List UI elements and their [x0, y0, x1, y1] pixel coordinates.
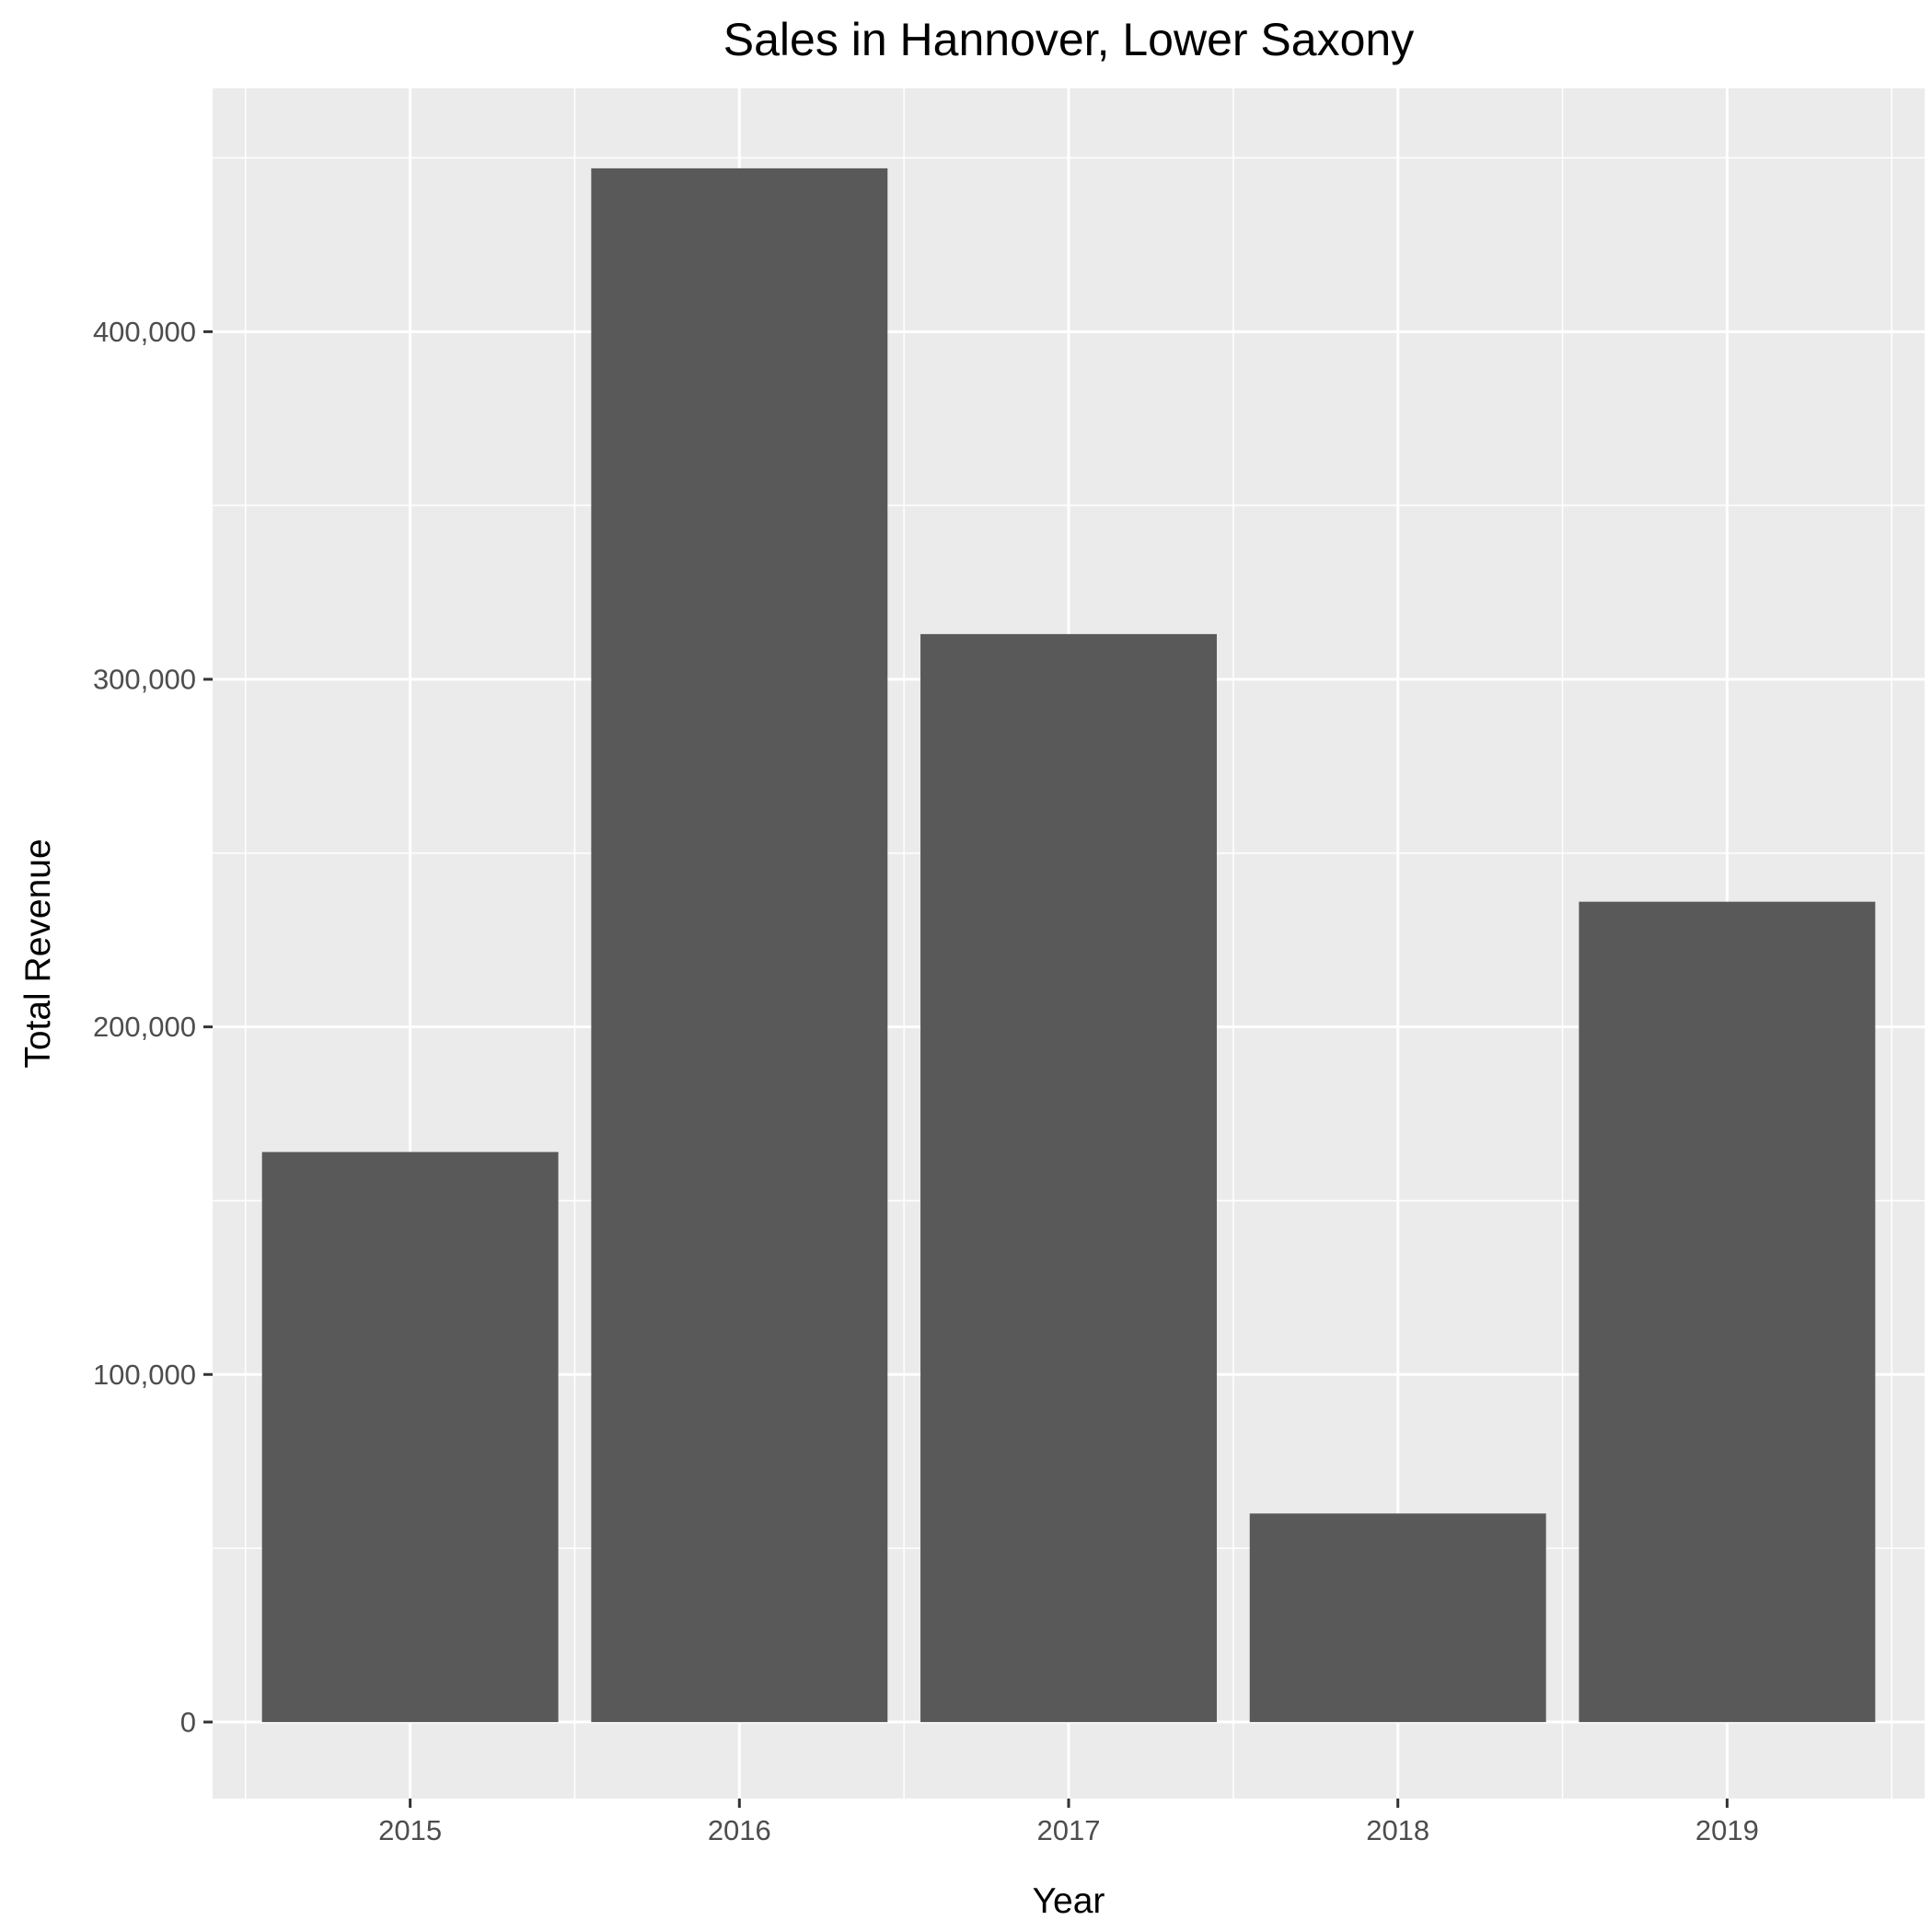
x-tick-label: 2019	[1695, 1814, 1759, 1846]
y-tick-label: 400,000	[93, 316, 196, 348]
y-tick-label: 0	[180, 1706, 196, 1738]
y-tick-label: 200,000	[93, 1011, 196, 1043]
y-tick-label: 100,000	[93, 1359, 196, 1391]
chart-title: Sales in Hannover, Lower Saxony	[723, 14, 1414, 65]
bar-2016	[591, 168, 888, 1722]
x-axis-title: Year	[1033, 1881, 1105, 1921]
axis-ticks: 0 100,000 200,000 300,000 400,000 2015 2016 201…	[93, 316, 1759, 1846]
x-tick-label: 2015	[378, 1814, 442, 1846]
bar-2019	[1579, 901, 1876, 1722]
x-tick-label: 2018	[1366, 1814, 1429, 1846]
bar-2015	[261, 1151, 559, 1722]
x-tick-label: 2017	[1037, 1814, 1101, 1846]
y-axis-title: Total Revenue	[18, 839, 58, 1068]
bars	[261, 168, 1876, 1722]
x-tick-label: 2016	[708, 1814, 771, 1846]
bar-2017	[920, 633, 1217, 1722]
bar-2018	[1249, 1513, 1546, 1722]
y-tick-label: 300,000	[93, 663, 196, 695]
